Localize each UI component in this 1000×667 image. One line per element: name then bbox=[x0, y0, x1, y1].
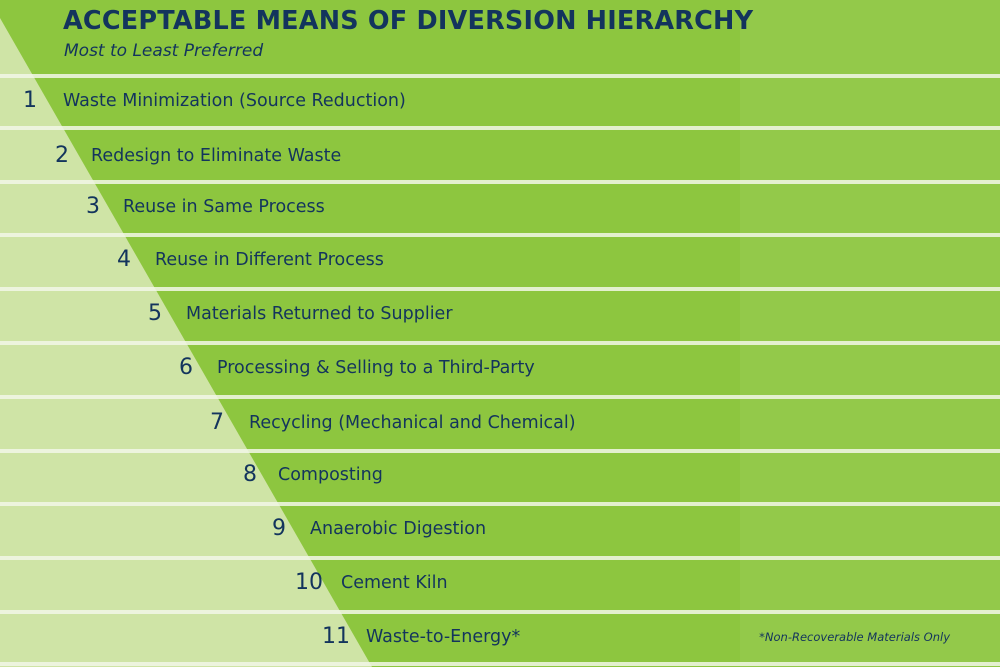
item-label: Waste-to-Energy* bbox=[366, 627, 521, 647]
rank-number: 10 bbox=[295, 570, 323, 595]
row-separator bbox=[0, 341, 1000, 345]
item-label: Cement Kiln bbox=[341, 573, 448, 593]
footnote: *Non-Recoverable Materials Only bbox=[759, 630, 950, 644]
item-label: Anaerobic Digestion bbox=[310, 519, 487, 539]
row-separator bbox=[0, 180, 1000, 184]
row-separator bbox=[0, 556, 1000, 560]
hierarchy-item-10: 10 Cement Kiln bbox=[0, 563, 1000, 603]
hierarchy-item-9: 9 Anaerobic Digestion bbox=[0, 509, 1000, 549]
hierarchy-item-2: 2 Redesign to Eliminate Waste bbox=[0, 136, 1000, 176]
rank-number: 3 bbox=[86, 194, 100, 219]
hierarchy-item-6: 6 Processing & Selling to a Third-Party bbox=[0, 348, 1000, 388]
hierarchy-item-11: 11 Waste-to-Energy* bbox=[0, 617, 1000, 657]
right-tint-panel bbox=[740, 0, 1000, 667]
item-label: Reuse in Different Process bbox=[155, 250, 384, 270]
item-label: Recycling (Mechanical and Chemical) bbox=[249, 413, 576, 433]
rank-number: 1 bbox=[23, 88, 37, 113]
hierarchy-item-4: 4 Reuse in Different Process bbox=[0, 240, 1000, 280]
row-separator bbox=[0, 74, 1000, 78]
page-title: ACCEPTABLE MEANS OF DIVERSION HIERARCHY bbox=[63, 6, 754, 36]
row-separator bbox=[0, 395, 1000, 399]
rank-number: 9 bbox=[272, 516, 286, 541]
hierarchy-item-8: 8 Composting bbox=[0, 455, 1000, 495]
item-label: Processing & Selling to a Third-Party bbox=[217, 358, 535, 378]
rank-number: 2 bbox=[55, 143, 69, 168]
row-separators bbox=[0, 74, 1000, 666]
rank-number: 11 bbox=[322, 624, 350, 649]
hierarchy-item-3: 3 Reuse in Same Process bbox=[0, 187, 1000, 227]
row-separator bbox=[0, 502, 1000, 506]
item-label: Materials Returned to Supplier bbox=[186, 304, 453, 324]
rank-number: 5 bbox=[148, 301, 162, 326]
item-label: Waste Minimization (Source Reduction) bbox=[63, 91, 406, 111]
row-separator bbox=[0, 126, 1000, 130]
row-separator bbox=[0, 233, 1000, 237]
rank-number: 6 bbox=[179, 355, 193, 380]
rank-number: 8 bbox=[243, 462, 257, 487]
row-separator bbox=[0, 287, 1000, 291]
row-separator bbox=[0, 449, 1000, 453]
hierarchy-item-5: 5 Materials Returned to Supplier bbox=[0, 294, 1000, 334]
row-separator bbox=[0, 662, 1000, 666]
item-label: Composting bbox=[278, 465, 383, 485]
hierarchy-item-7: 7 Recycling (Mechanical and Chemical) bbox=[0, 403, 1000, 443]
page-subtitle: Most to Least Preferred bbox=[64, 41, 264, 61]
item-label: Reuse in Same Process bbox=[123, 197, 325, 217]
rank-number: 4 bbox=[117, 247, 131, 272]
row-separator bbox=[0, 610, 1000, 614]
rank-number: 7 bbox=[210, 410, 224, 435]
hierarchy-item-1: 1 Waste Minimization (Source Reduction) bbox=[0, 81, 1000, 121]
item-label: Redesign to Eliminate Waste bbox=[91, 146, 342, 166]
